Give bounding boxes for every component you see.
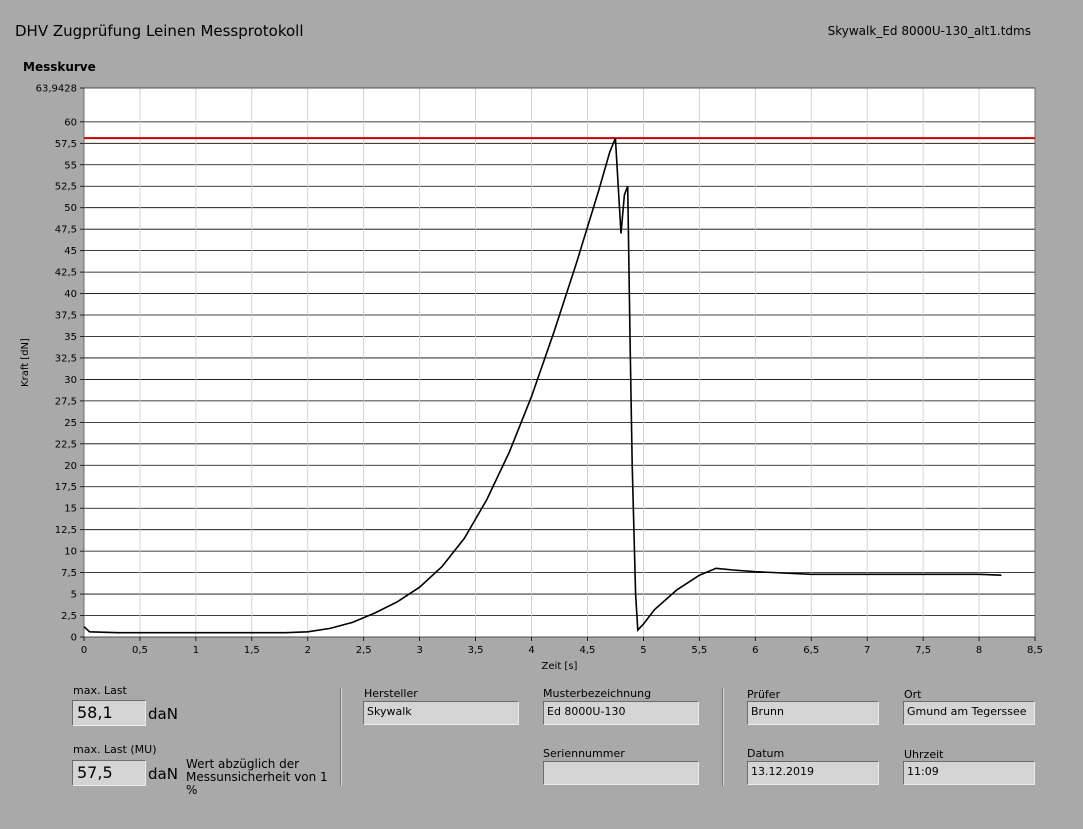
separator bbox=[340, 688, 342, 786]
y-tick-label: 17,5 bbox=[55, 482, 77, 493]
y-tick-label: 5 bbox=[71, 590, 77, 601]
x-tick-label: 8 bbox=[976, 645, 982, 656]
x-axis-ticks: 0 0,5 1 1,5 2 2,5 3 3,5 4 4,5 5 5,5 6 6,5 7 7,5 8 8,5 bbox=[81, 637, 1043, 656]
max-load-mu-value: 57,5 bbox=[72, 760, 146, 786]
max-load-unit: daN bbox=[148, 705, 178, 723]
y-tick-label: 22,5 bbox=[55, 439, 77, 450]
tester-label: Prüfer bbox=[747, 688, 781, 701]
uncertainty-note: Wert abzüglich der Messunsicherheit von … bbox=[186, 757, 328, 797]
y-tick-label: 45 bbox=[64, 246, 77, 257]
y-axis-max-label: 63,9428 bbox=[36, 84, 77, 95]
y-tick-label: 37,5 bbox=[55, 311, 77, 322]
max-load-mu-label: max. Last (MU) bbox=[73, 743, 157, 756]
time-label: Uhrzeit bbox=[904, 748, 944, 761]
model-label: Musterbezeichnung bbox=[543, 687, 652, 700]
y-tick-label: 15 bbox=[64, 504, 77, 515]
time-field: 11:09 bbox=[903, 761, 1035, 785]
chart-grid bbox=[83, 87, 1036, 638]
app-title: DHV Zugprüfung Leinen Messprotokoll bbox=[15, 22, 304, 40]
x-tick-label: 5,5 bbox=[691, 645, 707, 656]
y-tick-label: 47,5 bbox=[55, 225, 77, 236]
y-tick-label: 55 bbox=[64, 160, 77, 171]
x-tick-label: 2 bbox=[305, 645, 311, 656]
force-curve bbox=[83, 137, 1002, 634]
y-tick-label: 2,5 bbox=[61, 611, 77, 622]
y-tick-label: 52,5 bbox=[55, 182, 77, 193]
plot-border bbox=[83, 87, 1036, 638]
y-tick-label: 57,5 bbox=[55, 139, 77, 150]
manufacturer-label: Hersteller bbox=[364, 687, 418, 700]
x-tick-label: 1,5 bbox=[244, 645, 260, 656]
x-tick-label: 6 bbox=[752, 645, 758, 656]
plot-area bbox=[84, 88, 1035, 637]
date-field: 13.12.2019 bbox=[747, 761, 879, 785]
date-label: Datum bbox=[747, 747, 785, 760]
y-tick-label: 20 bbox=[64, 461, 77, 472]
x-tick-label: 3,5 bbox=[468, 645, 484, 656]
max-load-label: max. Last bbox=[73, 684, 127, 697]
y-tick-label: 12,5 bbox=[55, 525, 77, 536]
model-field: Ed 8000U-130 bbox=[543, 701, 699, 725]
max-load-value: 58,1 bbox=[72, 700, 146, 726]
y-tick-label: 27,5 bbox=[55, 396, 77, 407]
x-tick-label: 6,5 bbox=[803, 645, 819, 656]
y-tick-label: 42,5 bbox=[55, 268, 77, 279]
location-field: Gmund am Tegerssee bbox=[903, 701, 1035, 725]
file-name: Skywalk_Ed 8000U-130_alt1.tdms bbox=[827, 24, 1031, 38]
max-load-mu-unit: daN bbox=[148, 765, 178, 783]
y-axis-ticks: 02,557,51012,51517,52022,52527,53032,535… bbox=[55, 87, 84, 644]
y-tick-label: 60 bbox=[64, 117, 77, 128]
x-tick-label: 4 bbox=[528, 645, 534, 656]
y-tick-label: 32,5 bbox=[55, 353, 77, 364]
x-tick-label: 8,5 bbox=[1027, 645, 1043, 656]
y-tick-label: 0 bbox=[71, 633, 77, 644]
x-tick-label: 7 bbox=[864, 645, 870, 656]
y-tick-label: 35 bbox=[64, 332, 77, 343]
force-time-chart: 02,557,51012,51517,52022,52527,53032,535… bbox=[20, 84, 1043, 673]
manufacturer-field: Skywalk bbox=[363, 701, 519, 725]
x-tick-label: 0 bbox=[81, 645, 87, 656]
x-tick-label: 2,5 bbox=[356, 645, 372, 656]
y-tick-label: 30 bbox=[64, 375, 77, 386]
x-tick-label: 5 bbox=[640, 645, 646, 656]
y-axis-label: Kraft [dN] bbox=[20, 338, 31, 387]
x-tick-label: 7,5 bbox=[915, 645, 931, 656]
location-label: Ort bbox=[904, 688, 922, 701]
y-tick-label: 50 bbox=[64, 203, 77, 214]
y-tick-label: 7,5 bbox=[61, 568, 77, 579]
y-tick-label: 40 bbox=[64, 289, 77, 300]
x-axis-label: Zeit [s] bbox=[542, 661, 578, 672]
separator bbox=[722, 688, 724, 786]
tester-field: Brunn bbox=[747, 701, 879, 725]
x-tick-label: 0,5 bbox=[132, 645, 148, 656]
y-tick-label: 10 bbox=[64, 547, 77, 558]
x-tick-label: 3 bbox=[416, 645, 422, 656]
y-tick-label: 25 bbox=[64, 418, 77, 429]
serial-field bbox=[543, 761, 699, 785]
x-tick-label: 4,5 bbox=[580, 645, 596, 656]
x-tick-label: 1 bbox=[193, 645, 199, 656]
serial-label: Seriennummer bbox=[543, 747, 625, 760]
chart-label: Messkurve bbox=[23, 60, 96, 74]
